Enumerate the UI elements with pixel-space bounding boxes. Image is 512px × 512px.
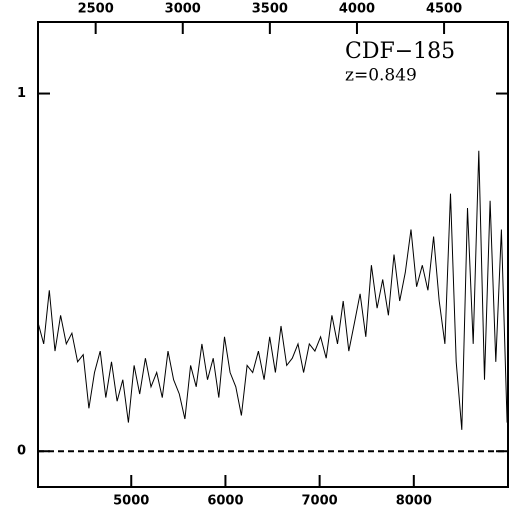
object-name: CDF−185	[345, 39, 455, 64]
plot-frame	[37, 21, 509, 488]
x-tick-label: 8000	[396, 494, 432, 509]
x2-tick-label: 3000	[165, 2, 201, 17]
x2-tick-label: 4500	[426, 2, 462, 17]
x2-tick-label: 2500	[78, 2, 114, 17]
y-tick-label: 1	[17, 86, 26, 101]
x-tick-label: 5000	[113, 494, 149, 509]
x-tick-label: 7000	[302, 494, 338, 509]
x2-tick-label: 3500	[252, 2, 288, 17]
y-tick-label: 0	[17, 444, 26, 459]
spectrum-line	[37, 150, 508, 430]
x-tick-label: 6000	[207, 494, 243, 509]
redshift: z=0.849	[345, 66, 417, 86]
x2-tick-label: 4000	[339, 2, 375, 17]
